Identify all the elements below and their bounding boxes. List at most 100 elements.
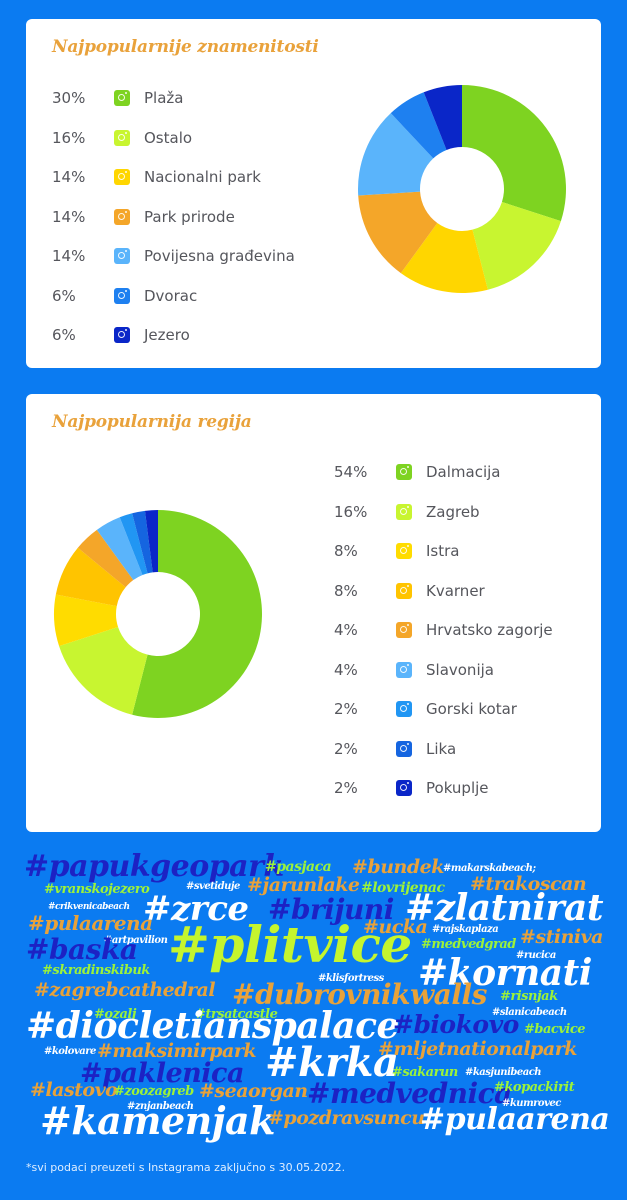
hashtag: #rajskaplaza xyxy=(432,924,499,935)
legend-label: Slavonija xyxy=(426,660,494,679)
hashtag: #pulaarena xyxy=(420,1102,610,1137)
hashtag: #kumrovec xyxy=(502,1098,561,1109)
legend-percent: 16% xyxy=(334,502,368,521)
hashtag: #kolovare xyxy=(44,1046,96,1057)
legend-label: Zagreb xyxy=(426,502,480,521)
hashtag: #skradinskibuk xyxy=(42,963,150,978)
donut-slice xyxy=(144,510,158,573)
legend-percent: 8% xyxy=(334,581,358,600)
legend-item: 14% Nacionalni park xyxy=(52,166,261,188)
regions-card: Najpopularnija regija 54% Dalmacija 16% Zag… xyxy=(26,394,601,832)
legend-item: 6% Jezero xyxy=(52,324,190,346)
legend-label: Jezero xyxy=(144,326,190,344)
hashtag: #kasjunibeach xyxy=(465,1067,542,1078)
legend-percent: 16% xyxy=(52,128,86,147)
hashtag: #bundek xyxy=(352,856,444,878)
instagram-icon xyxy=(114,129,130,146)
legend-item: 14% Povijesna građevina xyxy=(52,245,295,267)
legend-item: 16% Ostalo xyxy=(52,127,192,149)
hashtag: #crikvenicabeach xyxy=(48,902,130,912)
donut-slice xyxy=(423,85,462,150)
legend-percent: 2% xyxy=(334,779,358,797)
legend-label: Hrvatsko zagorje xyxy=(426,621,553,639)
hashtag: #jarunlake xyxy=(247,874,360,896)
legend-label: Plaža xyxy=(144,89,184,107)
legend-label: Ostalo xyxy=(144,128,193,147)
instagram-icon xyxy=(396,622,412,638)
donut-slice xyxy=(400,222,488,293)
hashtag: #dubrovnikwalls xyxy=(232,978,487,1011)
legend-item: 30% Plaža xyxy=(52,87,183,109)
instagram-icon xyxy=(396,740,412,757)
legend-item: 2% Lika xyxy=(334,738,456,760)
legend-item: 2% Gorski kotar xyxy=(334,698,517,720)
donut-slice xyxy=(132,510,153,574)
instagram-icon xyxy=(396,661,412,678)
regions-title: Najpopularnija regija xyxy=(52,412,252,432)
instagram-icon xyxy=(114,169,130,185)
hashtag: #kopackirit xyxy=(494,1080,575,1095)
hashtag: #brijuni xyxy=(268,893,394,926)
hashtag: #medvednica xyxy=(307,1077,512,1110)
legend-percent: 6% xyxy=(52,286,76,305)
hashtag: #biokovo xyxy=(393,1010,519,1039)
donut-slice xyxy=(462,85,566,222)
hashtag: #pozdravsuncu xyxy=(268,1107,425,1129)
donut-slice xyxy=(96,517,143,581)
donut-slice xyxy=(55,547,126,607)
legend-label: Park prirode xyxy=(144,207,235,226)
legend-percent: 6% xyxy=(52,326,76,344)
instagram-icon xyxy=(396,780,412,796)
hashtag: #slanicabeach xyxy=(492,1007,567,1018)
hashtag: #trsatcastle xyxy=(195,1007,278,1022)
legend-label: Lika xyxy=(426,739,457,758)
instagram-icon xyxy=(114,208,130,225)
hashtag: #krka xyxy=(265,1039,399,1086)
donut-slice xyxy=(59,626,148,715)
hashtag: #maksimirpark xyxy=(97,1040,257,1062)
hashtag: #ucka xyxy=(363,916,428,938)
donut-slice xyxy=(119,513,148,575)
hashtag: #rucica xyxy=(516,950,556,961)
hashtag: #zlatnirat xyxy=(405,887,604,929)
legend-label: Dalmacija xyxy=(426,463,501,481)
hashtag: #lastovo xyxy=(30,1079,118,1101)
legend-percent: 4% xyxy=(334,621,358,639)
legend-label: Dvorac xyxy=(144,286,198,305)
hashtag: #medvedgrad xyxy=(421,937,516,952)
hashtag: #bacvice xyxy=(524,1022,586,1037)
legend-label: Povijesna građevina xyxy=(144,247,295,265)
legend-label: Istra xyxy=(426,542,460,560)
hashtag: #znjanbeach xyxy=(127,1101,194,1112)
hashtag: #artpavilion xyxy=(104,935,168,946)
legend-item: 14% Park prirode xyxy=(52,206,235,228)
instagram-icon xyxy=(396,701,412,717)
hashtag: #zoozagreb xyxy=(114,1084,194,1099)
legend-label: Kvarner xyxy=(426,581,485,600)
hashtag-cloud: #papukgeopark #pasjaca #bundek #makarskabea… xyxy=(0,840,627,1140)
legend-label: Nacionalni park xyxy=(144,168,261,186)
legend-percent: 4% xyxy=(334,660,358,679)
instagram-icon xyxy=(396,543,412,559)
legend-item: 16% Zagreb xyxy=(334,501,480,523)
legend-item: 4% Hrvatsko zagorje xyxy=(334,619,553,641)
hashtag: #baska xyxy=(26,933,138,966)
hashtag: #pulaarena xyxy=(28,911,153,935)
hashtag: #kornati xyxy=(418,952,592,994)
hashtag: #klisfortress xyxy=(318,973,384,984)
instagram-icon xyxy=(114,327,130,343)
legend-percent: 14% xyxy=(52,207,86,226)
legend-percent: 30% xyxy=(52,89,86,107)
hashtag: #lovrijenac xyxy=(361,880,445,896)
donut-slice xyxy=(358,113,434,196)
donut-slice xyxy=(132,510,262,718)
hashtag: #risnjak xyxy=(500,989,558,1004)
hashtag: #seaorgan xyxy=(199,1080,308,1102)
instagram-icon xyxy=(114,248,130,264)
instagram-icon xyxy=(396,582,412,599)
footnote: *svi podaci preuzeti s Instagrama zaklju… xyxy=(26,1161,346,1174)
hashtag: #pasjaca xyxy=(265,859,332,875)
legend-percent: 54% xyxy=(334,463,368,481)
legend-percent: 8% xyxy=(334,542,358,560)
legend-item: 4% Slavonija xyxy=(334,659,494,681)
